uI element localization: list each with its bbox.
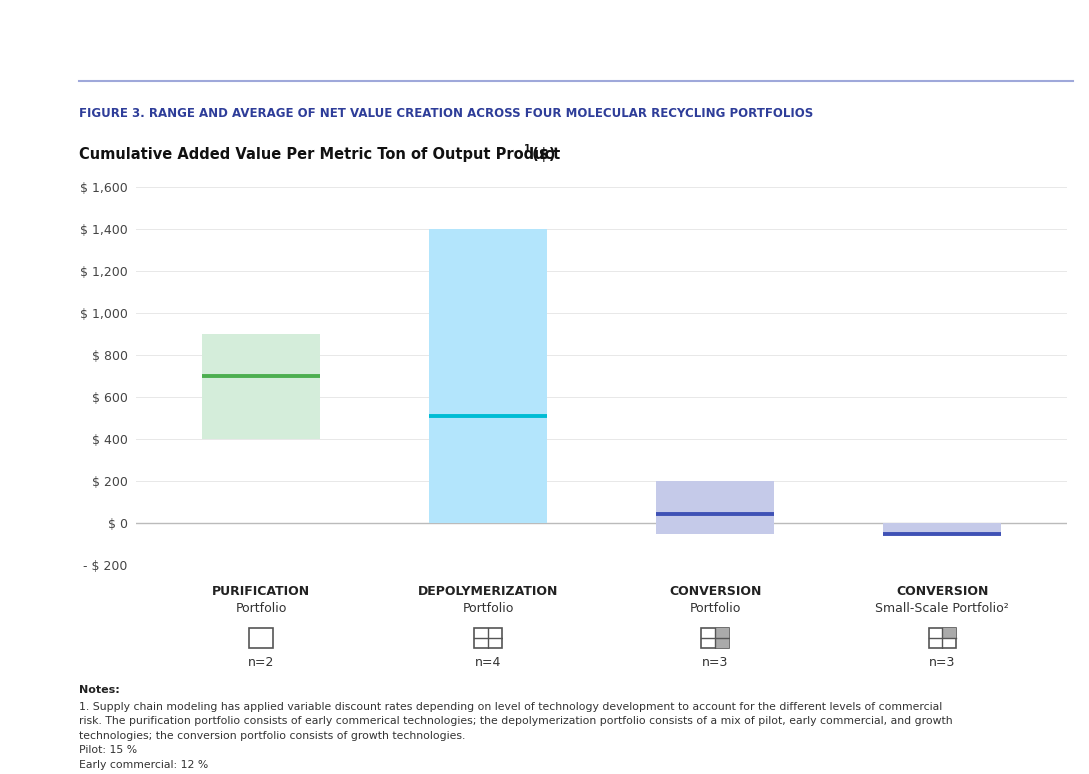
Text: n=4: n=4: [475, 656, 501, 670]
Text: CONVERSION: CONVERSION: [669, 585, 761, 598]
Text: Cumulative Added Value Per Metric Ton of Output Product: Cumulative Added Value Per Metric Ton of…: [79, 147, 561, 162]
Bar: [248, 628, 273, 648]
Text: Portfolio: Portfolio: [463, 602, 514, 615]
Text: 1: 1: [524, 144, 530, 154]
Text: n=3: n=3: [929, 656, 955, 670]
Text: Portfolio: Portfolio: [689, 602, 741, 615]
Text: Portfolio: Portfolio: [235, 602, 286, 615]
Bar: [657, 481, 774, 533]
Bar: [715, 628, 729, 648]
Bar: [942, 628, 956, 638]
Bar: [429, 229, 547, 523]
Text: n=2: n=2: [248, 656, 274, 670]
Text: FIGURE 3. RANGE AND AVERAGE OF NET VALUE CREATION ACROSS FOUR MOLECULAR RECYCLIN: FIGURE 3. RANGE AND AVERAGE OF NET VALUE…: [79, 107, 813, 120]
Text: CONVERSION: CONVERSION: [896, 585, 989, 598]
Text: PURIFICATION: PURIFICATION: [212, 585, 310, 598]
Bar: [883, 523, 1002, 533]
Text: ($): ($): [527, 147, 555, 162]
Text: Notes:: Notes:: [79, 685, 120, 695]
Text: n=3: n=3: [702, 656, 729, 670]
Text: Small-Scale Portfolio²: Small-Scale Portfolio²: [876, 602, 1010, 615]
Text: DEPOLYMERIZATION: DEPOLYMERIZATION: [418, 585, 559, 598]
Text: 1. Supply chain modeling has applied variable discount rates depending on level : 1. Supply chain modeling has applied var…: [79, 702, 953, 774]
Bar: [201, 334, 320, 439]
